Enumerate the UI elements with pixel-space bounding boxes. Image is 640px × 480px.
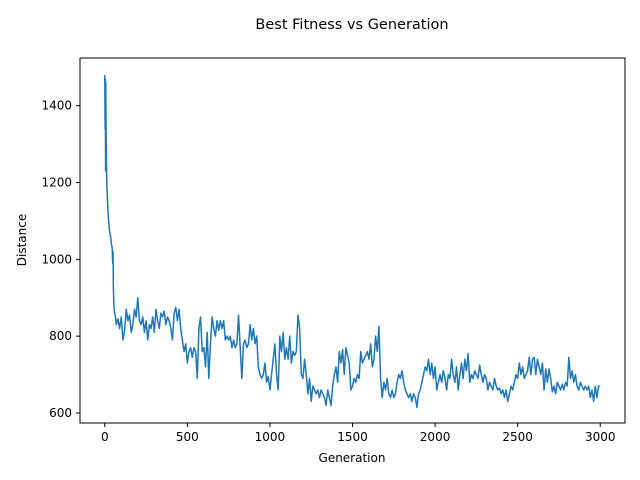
- y-tick-label: 1000: [41, 252, 72, 266]
- y-tick-label: 800: [49, 329, 72, 343]
- x-axis-ticks: 0 500 1000 1500 2000 2500 3000: [101, 423, 616, 444]
- x-tick-label: 1000: [255, 430, 286, 444]
- x-tick-label: 1500: [337, 430, 368, 444]
- x-tick-label: 3000: [585, 430, 616, 444]
- x-tick-label: 2500: [502, 430, 533, 444]
- series-line-0: [104, 74, 601, 408]
- chart-title: Best Fitness vs Generation: [255, 17, 448, 33]
- y-axis-ticks: 600 800 1000 1200 1400: [41, 99, 80, 420]
- y-axis-label: Distance: [15, 214, 29, 266]
- y-tick-label: 1200: [41, 175, 72, 189]
- plot-area: [104, 74, 601, 408]
- x-axis-label: Generation: [319, 451, 386, 465]
- x-tick-label: 2000: [420, 430, 451, 444]
- axes-frame: [79, 57, 626, 424]
- y-tick-label: 600: [49, 406, 72, 420]
- y-tick-label: 1400: [41, 99, 72, 113]
- x-tick-label: 0: [101, 430, 109, 444]
- x-tick-label: 500: [176, 430, 199, 444]
